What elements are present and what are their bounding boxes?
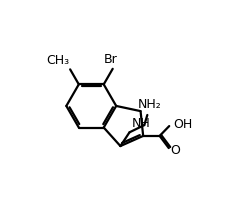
Text: OH: OH <box>173 118 192 131</box>
Text: Br: Br <box>104 53 118 66</box>
Text: O: O <box>170 144 180 157</box>
Text: NH₂: NH₂ <box>138 98 162 111</box>
Text: NH: NH <box>132 117 151 130</box>
Text: CH₃: CH₃ <box>46 54 69 67</box>
